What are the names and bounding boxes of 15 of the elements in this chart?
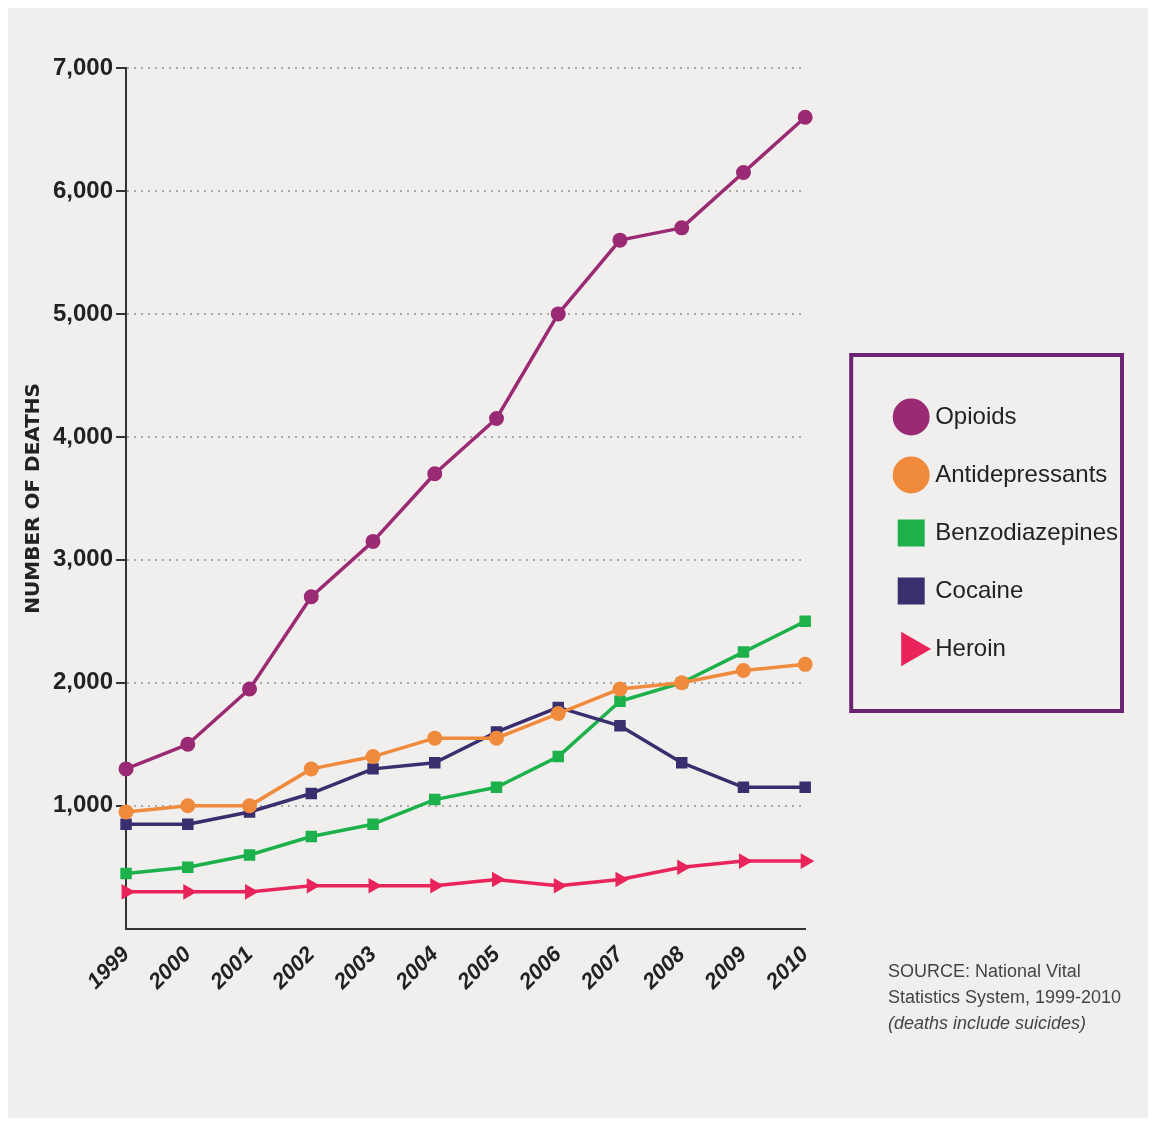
legend-label: Benzodiazepines (935, 517, 1119, 545)
legend-label: Opioids (935, 401, 1017, 429)
legend-label: Cocaine (935, 575, 1024, 603)
y-tick-label: 1,000 (53, 790, 114, 818)
legend-label: Heroin (935, 633, 1006, 661)
y-tick-label: 5,000 (53, 298, 114, 326)
source-note: SOURCE: National Vital Statistics System, 1999-2010 (888, 960, 1123, 1009)
y-axis-title: NUMBER OF DEATHS (20, 382, 45, 614)
y-tick-label: 3,000 (53, 544, 114, 572)
y-tick-label: 2,000 (53, 667, 114, 695)
y-tick-label: 7,000 (53, 52, 114, 80)
y-tick-label: 4,000 (53, 421, 114, 449)
text: (deaths include suicides) (888, 1012, 1088, 1035)
y-tick-label: 6,000 (53, 175, 114, 203)
legend-label: Antidepressants (935, 459, 1108, 487)
